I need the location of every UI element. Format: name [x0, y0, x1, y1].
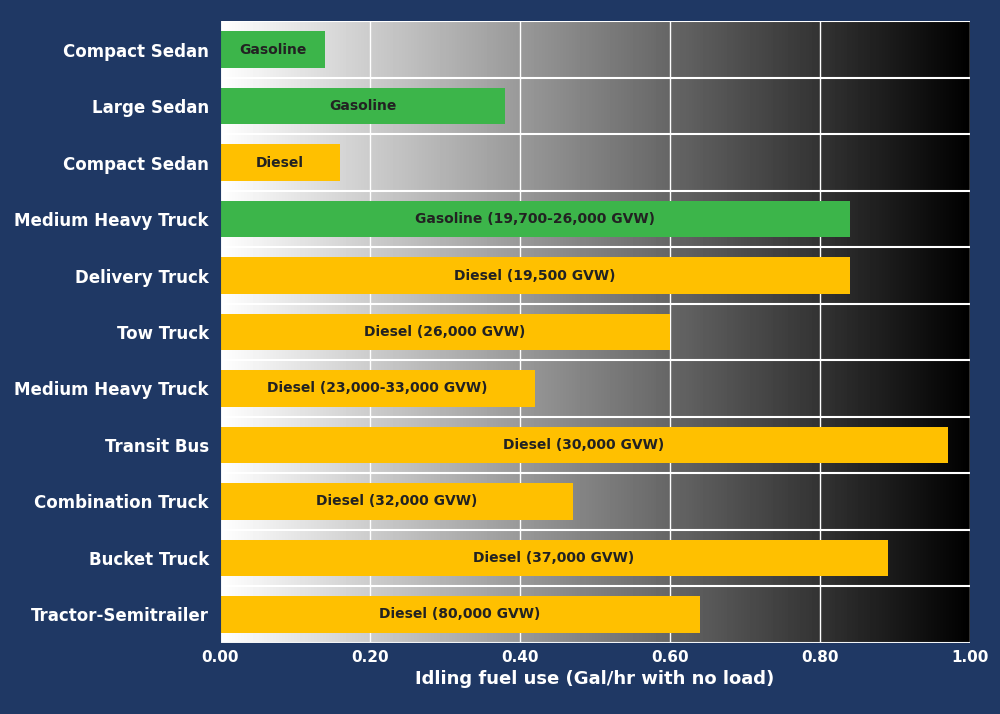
- Bar: [220, 313, 670, 351]
- Text: Diesel (23,000-33,000 GVW): Diesel (23,000-33,000 GVW): [267, 381, 488, 396]
- Text: Gasoline: Gasoline: [239, 43, 306, 56]
- Text: Diesel: Diesel: [256, 156, 304, 170]
- Bar: [220, 201, 850, 238]
- Text: Diesel (37,000 GVW): Diesel (37,000 GVW): [473, 551, 634, 565]
- Text: Diesel (30,000 GVW): Diesel (30,000 GVW): [503, 438, 664, 452]
- Text: Diesel (80,000 GVW): Diesel (80,000 GVW): [379, 608, 541, 621]
- Bar: [220, 31, 325, 68]
- Bar: [220, 540, 888, 576]
- Text: Gasoline (19,700-26,000 GVW): Gasoline (19,700-26,000 GVW): [415, 212, 655, 226]
- Text: Diesel (26,000 GVW): Diesel (26,000 GVW): [364, 325, 526, 339]
- Bar: [220, 257, 850, 294]
- Bar: [220, 144, 340, 181]
- Bar: [220, 370, 535, 407]
- Bar: [220, 483, 572, 520]
- Text: Gasoline: Gasoline: [329, 99, 396, 113]
- Bar: [220, 88, 505, 124]
- Text: Diesel (32,000 GVW): Diesel (32,000 GVW): [316, 494, 477, 508]
- Bar: [220, 596, 700, 633]
- X-axis label: Idling fuel use (Gal/hr with no load): Idling fuel use (Gal/hr with no load): [415, 670, 775, 688]
- Text: Diesel (19,500 GVW): Diesel (19,500 GVW): [454, 268, 616, 283]
- Bar: [220, 426, 948, 463]
